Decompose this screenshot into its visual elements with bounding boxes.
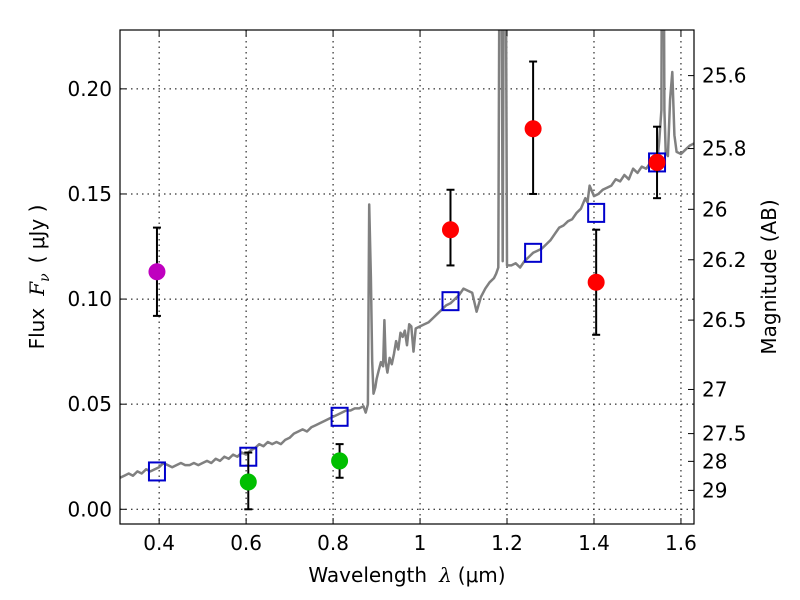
x-axis-units: (μm) bbox=[458, 563, 506, 587]
y2-tick-label: 25.6 bbox=[702, 64, 747, 88]
observed-point bbox=[648, 153, 666, 171]
x-tick-label: 0.8 bbox=[317, 531, 349, 555]
grid bbox=[120, 30, 694, 524]
observed-point bbox=[587, 273, 605, 291]
x-axis-label: Wavelength bbox=[308, 563, 427, 587]
observed-point bbox=[441, 221, 459, 239]
y2-axis-title: Magnitude (AB) bbox=[757, 199, 781, 354]
observed-point bbox=[148, 263, 166, 281]
y2-tick-label: 27.5 bbox=[702, 422, 747, 446]
y-tick-label: 0.20 bbox=[67, 77, 112, 101]
y2-tick-label: 28 bbox=[702, 449, 727, 473]
y2-tick-label: 26.2 bbox=[702, 248, 747, 272]
y2-tick-label: 25.8 bbox=[702, 137, 747, 161]
y-tick-label: 0.15 bbox=[67, 182, 112, 206]
plot-frame bbox=[119, 29, 695, 525]
y-axis-title: Flux Fν ( μJy ) bbox=[25, 205, 53, 350]
x-tick-label: 1 bbox=[414, 531, 427, 555]
y-axis-symbol-sub: ν bbox=[37, 273, 53, 282]
y-axis-label: Flux bbox=[25, 308, 49, 350]
y-tick-label: 0.00 bbox=[67, 497, 112, 521]
model-photometry-marker bbox=[147, 461, 166, 482]
axis-ticks: 0.4 0.6 0.8 1 1.2 1.4 1.6 0.00 0.05 0.10 0.15 0.20 2… bbox=[67, 30, 747, 555]
y-tick-label: 0.05 bbox=[67, 392, 112, 416]
y-axis-units: ( μJy ) bbox=[25, 205, 49, 264]
x-tick-label: 1.4 bbox=[578, 531, 610, 555]
model-photometry-marker bbox=[441, 291, 460, 312]
observed-point bbox=[239, 473, 257, 491]
spectrum-line bbox=[120, 30, 694, 479]
y-tick-label: 0.10 bbox=[67, 287, 112, 311]
y2-tick-label: 26 bbox=[702, 197, 727, 221]
y-axis-symbol: F bbox=[25, 281, 49, 297]
x-axis-symbol: λ bbox=[438, 563, 452, 587]
plot-data bbox=[120, 30, 694, 511]
observed-point bbox=[331, 452, 349, 470]
observed-point bbox=[524, 120, 542, 138]
x-tick-label: 1.2 bbox=[491, 531, 523, 555]
x-tick-label: 1.6 bbox=[665, 531, 697, 555]
y2-tick-label: 29 bbox=[702, 478, 727, 502]
y2-tick-label: 27 bbox=[702, 377, 727, 401]
x-tick-label: 0.4 bbox=[143, 531, 175, 555]
y2-tick-label: 26.5 bbox=[702, 308, 747, 332]
x-tick-label: 0.6 bbox=[230, 531, 262, 555]
x-axis-title: Wavelength λ (μm) bbox=[308, 563, 505, 587]
model-photometry-marker bbox=[330, 406, 349, 427]
model-photometry-marker bbox=[587, 202, 606, 223]
model-photometry-marker bbox=[524, 242, 543, 263]
